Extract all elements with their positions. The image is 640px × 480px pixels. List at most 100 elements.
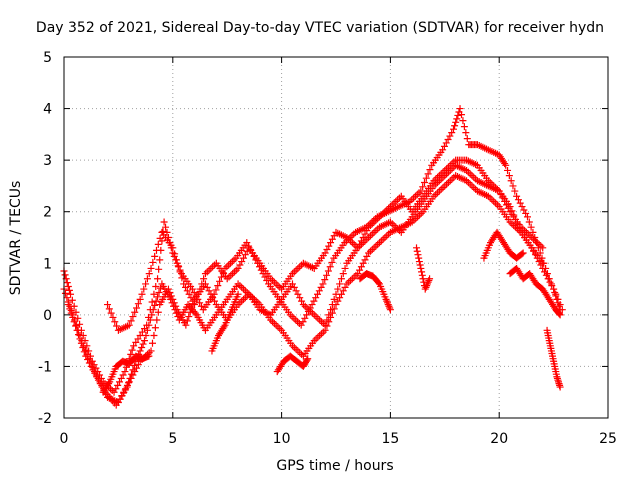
data-point — [203, 268, 211, 276]
data-point — [416, 261, 424, 269]
data-point — [211, 261, 219, 269]
data-point — [207, 264, 215, 272]
data-point — [334, 297, 342, 305]
data-point — [225, 261, 233, 269]
data-point — [553, 295, 561, 303]
data-point — [150, 290, 158, 298]
data-point — [183, 287, 191, 295]
data-point — [519, 225, 527, 233]
data-point — [556, 383, 564, 391]
data-point — [303, 356, 311, 364]
data-point — [63, 279, 71, 287]
axis-ticks: 0 5 10 15 20 25 -2 -1 0 1 2 3 4 5 — [38, 50, 617, 447]
y-tick-label: 1 — [43, 256, 52, 272]
data-point — [301, 302, 309, 310]
data-point — [68, 296, 76, 304]
data-point — [376, 239, 384, 247]
data-point — [117, 374, 125, 382]
data-point — [240, 295, 248, 303]
data-point — [325, 242, 333, 250]
data-point — [413, 244, 421, 252]
data-point — [490, 197, 498, 205]
data-point — [274, 323, 282, 331]
data-point — [183, 317, 191, 325]
data-point — [174, 262, 182, 270]
data-point — [243, 247, 251, 255]
series-segment-f — [480, 228, 527, 262]
data-point — [61, 271, 69, 279]
data-point — [269, 276, 277, 284]
data-point — [148, 311, 156, 319]
data-point — [554, 299, 562, 307]
data-point — [276, 283, 284, 291]
data-point — [453, 115, 461, 123]
data-point — [352, 242, 360, 250]
data-point — [415, 254, 423, 262]
data-point — [203, 283, 211, 291]
data-point — [488, 196, 496, 204]
y-tick-label: 3 — [43, 153, 52, 169]
data-point — [514, 196, 522, 204]
data-point — [230, 268, 238, 276]
data-point — [363, 252, 371, 260]
series-segment-h — [543, 326, 564, 391]
data-point — [70, 318, 78, 326]
data-point — [502, 161, 510, 169]
data-point — [152, 246, 160, 254]
data-point — [504, 166, 512, 174]
data-point — [361, 256, 369, 264]
data-point — [347, 276, 355, 284]
data-point — [359, 259, 367, 267]
data-point — [470, 173, 478, 181]
data-point — [518, 250, 526, 258]
data-point — [315, 287, 323, 295]
data-point — [225, 273, 233, 281]
data-point — [501, 160, 509, 168]
data-point — [292, 316, 300, 324]
data-point — [308, 301, 316, 309]
data-point — [310, 297, 318, 305]
data-point — [292, 287, 300, 295]
data-point — [66, 305, 74, 313]
data-point — [544, 275, 552, 283]
data-point — [326, 263, 334, 271]
data-point — [299, 301, 307, 309]
data-point — [505, 172, 513, 180]
data-point — [356, 266, 364, 274]
data-point — [527, 223, 535, 231]
data-point — [386, 304, 394, 312]
data-point — [334, 285, 342, 293]
data-point — [441, 166, 449, 174]
data-point — [75, 331, 83, 339]
data-point — [332, 301, 340, 309]
y-tick-label: 2 — [43, 205, 52, 221]
data-point — [386, 306, 394, 314]
data-point — [450, 125, 458, 133]
data-point — [241, 287, 249, 295]
data-point — [492, 199, 500, 207]
data-point — [348, 232, 356, 240]
data-point — [312, 313, 320, 321]
data-point — [444, 136, 452, 144]
data-point — [200, 275, 208, 283]
data-point — [556, 311, 564, 319]
data-point — [298, 350, 306, 358]
data-point — [328, 258, 336, 266]
data-point — [323, 246, 331, 254]
data-point — [437, 185, 445, 193]
data-point — [114, 381, 122, 389]
data-point — [336, 280, 344, 288]
data-point — [413, 247, 421, 255]
grid-lines — [64, 57, 608, 418]
data-point — [105, 305, 113, 313]
data-point — [446, 132, 454, 140]
data-point — [192, 295, 200, 303]
data-point — [497, 191, 505, 199]
data-point — [288, 313, 296, 321]
data-point — [294, 290, 302, 298]
data-point — [139, 340, 147, 348]
data-point — [321, 326, 329, 334]
data-point — [238, 283, 246, 291]
data-point — [238, 297, 246, 305]
series-segment-b — [208, 290, 242, 355]
